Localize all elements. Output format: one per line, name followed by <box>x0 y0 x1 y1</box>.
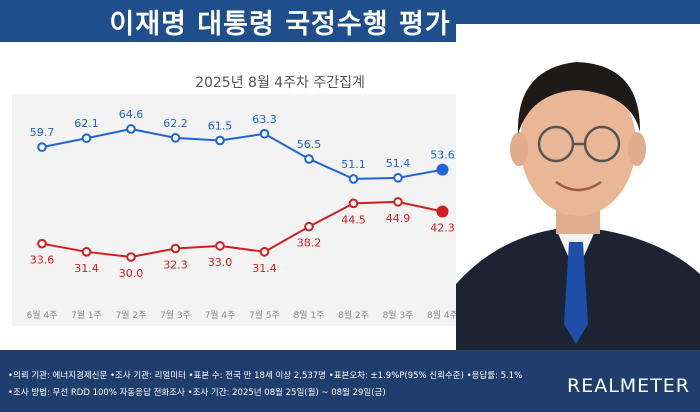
data-label: 62.1 <box>74 117 99 130</box>
data-label: 51.4 <box>386 157 411 170</box>
x-tick-label: 7월 1주 <box>71 309 102 321</box>
portrait-photo <box>456 24 700 350</box>
x-tick-label: 6월 4주 <box>27 309 58 321</box>
data-point <box>393 173 403 183</box>
data-point <box>126 252 136 262</box>
brand-logo: REALMETER <box>567 375 690 397</box>
data-label: 31.4 <box>252 262 277 275</box>
data-point <box>436 163 449 176</box>
header-banner: 이재명 대통령 국정수행 평가 <box>0 0 700 42</box>
data-label: 44.9 <box>386 212 411 225</box>
data-point <box>37 238 47 249</box>
data-label: 63.3 <box>252 113 277 126</box>
x-tick-label: 7월 2주 <box>116 309 147 321</box>
data-point <box>170 243 181 254</box>
data-label: 56.5 <box>297 138 322 151</box>
data-point <box>81 133 92 144</box>
data-label: 59.7 <box>30 126 55 139</box>
line-chart: 59.7 62.1 64.6 62.2 61.5 63.3 56.5 51.1 51.4 53.6… <box>27 108 458 321</box>
data-point <box>348 174 359 184</box>
data-point <box>170 133 181 143</box>
data-point <box>348 198 359 209</box>
data-label: 32.3 <box>163 258 188 271</box>
data-point <box>126 124 136 134</box>
chart-subtitle: 2025년 8월 4주차 주간집계 <box>195 75 365 91</box>
data-point <box>81 247 92 257</box>
footer-bar: •의뢰 기관: 에너지경제신문 •조사 기관: 리얼미터 •표본 수: 전국 만… <box>0 350 700 412</box>
data-label: 51.1 <box>341 158 366 171</box>
data-point <box>259 247 270 257</box>
survey-info-line-1: •의뢰 기관: 에너지경제신문 •조사 기관: 리얼미터 •표본 수: 전국 만… <box>8 371 523 381</box>
x-tick-label: 8월 2주 <box>338 309 369 321</box>
data-label: 31.4 <box>74 262 99 275</box>
data-label: 61.5 <box>208 119 233 132</box>
data-label: 33.6 <box>30 254 55 267</box>
data-point <box>304 154 314 164</box>
x-tick-label: 8월 3주 <box>383 309 414 321</box>
data-label: 42.3 <box>430 221 455 234</box>
data-point <box>259 128 270 139</box>
page-title: 이재명 대통령 국정수행 평가 <box>109 9 451 40</box>
data-point <box>215 135 225 146</box>
survey-info-line-2: •조사 방법: 무선 RDD 100% 자동응답 전화조사 •조사 기간: 20… <box>8 388 386 398</box>
series-line-1 <box>41 200 443 259</box>
x-tick-label: 7월 5주 <box>249 309 280 321</box>
data-label: 38.2 <box>297 237 322 250</box>
x-tick-label: 8월 4주 <box>427 309 458 321</box>
data-label: 62.2 <box>163 117 188 130</box>
data-label: 30.0 <box>119 267 144 280</box>
data-point <box>436 205 449 218</box>
x-tick-label: 7월 3주 <box>160 309 191 321</box>
portrait-illustration <box>456 24 700 350</box>
x-tick-label: 8월 1주 <box>294 309 325 321</box>
data-label: 64.6 <box>119 108 144 121</box>
data-label: 44.5 <box>341 213 366 226</box>
series-line-0 <box>41 127 443 180</box>
data-point <box>304 221 314 232</box>
x-tick-label: 7월 4주 <box>205 309 236 321</box>
data-point <box>37 142 47 152</box>
data-label: 53.6 <box>430 149 455 162</box>
data-point <box>393 197 403 207</box>
data-label: 33.0 <box>208 256 233 269</box>
data-point <box>215 241 225 251</box>
